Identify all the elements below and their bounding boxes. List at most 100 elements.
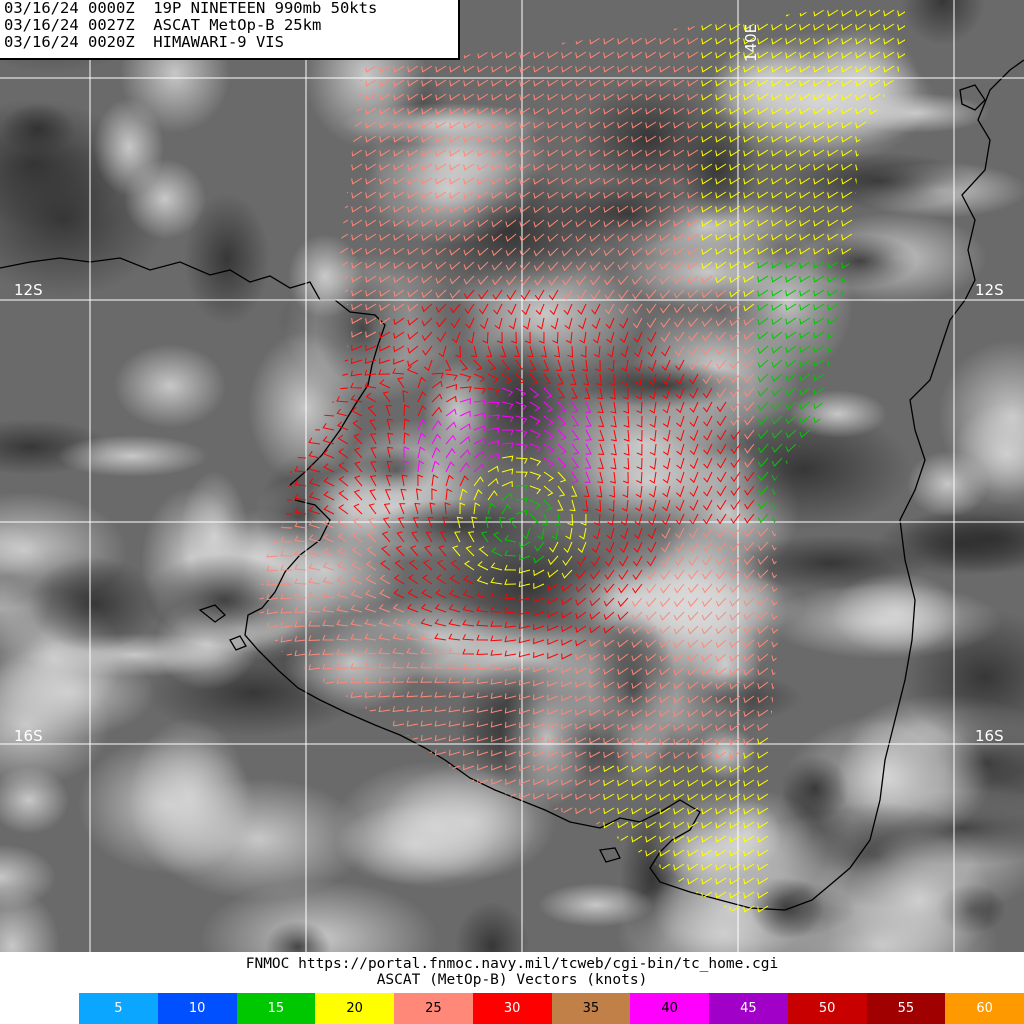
wind-barb (561, 93, 573, 101)
wind-barb (473, 373, 486, 383)
wind-barb (547, 205, 559, 214)
wind-barb (490, 635, 503, 642)
wind-barb (799, 289, 811, 297)
wind-barb (448, 633, 461, 641)
wind-barb (421, 65, 433, 73)
wind-barb (744, 485, 755, 496)
wind-barb (565, 527, 573, 540)
wind-barb (476, 678, 489, 685)
wind-barb (449, 261, 461, 270)
wind-barb (487, 401, 500, 408)
wind-barb (487, 490, 498, 501)
wind-barb (547, 191, 559, 199)
wind-barb (827, 65, 839, 73)
wind-barb (533, 722, 545, 729)
wind-barb (617, 653, 629, 662)
wind-barb (617, 37, 629, 45)
wind-barb (673, 261, 685, 270)
wind-barb (603, 51, 615, 59)
wind-barb (491, 79, 503, 87)
wind-barb (631, 639, 643, 648)
wind-barb (673, 653, 685, 662)
wind-barb (799, 121, 811, 129)
wind-barb (673, 303, 685, 314)
wind-barb (533, 638, 545, 645)
wind-barb (571, 429, 580, 441)
wind-barb (473, 359, 483, 371)
wind-barb (351, 261, 363, 269)
wind-barb (448, 648, 461, 655)
cloud-patch (711, 40, 823, 128)
wind-barb (505, 135, 517, 143)
wind-barb (476, 649, 489, 656)
wind-barb (623, 415, 630, 428)
wind-barb (623, 457, 630, 470)
wind-barb (407, 107, 419, 115)
wind-barb (477, 177, 489, 185)
wind-barb (827, 107, 839, 115)
wind-barb (841, 121, 853, 129)
wind-barb (387, 432, 394, 445)
wind-barb (662, 457, 671, 470)
wind-barb (403, 446, 410, 459)
wind-barb (689, 387, 699, 399)
wind-barb (743, 793, 755, 801)
wind-barb (674, 345, 685, 357)
wind-barb (610, 457, 617, 470)
wind-barb (595, 359, 601, 372)
wind-barb (883, 65, 895, 73)
wind-barb (619, 317, 629, 329)
wind-barb (603, 37, 615, 45)
wind-barb (603, 261, 615, 271)
wind-barb (715, 751, 727, 759)
wind-barb (557, 401, 566, 413)
cloud-patch (696, 408, 912, 530)
wind-barb (869, 93, 881, 101)
wind-barb (729, 597, 741, 607)
wind-barb (757, 177, 769, 185)
wind-barb (702, 513, 713, 525)
wind-barb (491, 778, 503, 785)
wind-barb (434, 618, 447, 627)
wind-barb (350, 633, 363, 641)
wind-barb (463, 191, 475, 199)
wind-barb (294, 563, 307, 571)
wind-barb (689, 471, 699, 484)
wind-barb (645, 275, 657, 285)
wind-barb (688, 331, 699, 342)
wind-barb (687, 821, 699, 829)
wind-barb (381, 545, 391, 557)
wind-barb (603, 765, 615, 773)
wind-barb (393, 107, 405, 115)
wind-barb (407, 275, 419, 284)
wind-barb (827, 233, 839, 241)
wind-barb (715, 149, 727, 157)
wind-barb (491, 107, 503, 115)
wind-barb (743, 275, 755, 283)
wind-barb (647, 345, 657, 357)
wind-barb (425, 531, 433, 543)
wind-barb (729, 373, 741, 384)
wind-barb (813, 303, 825, 311)
wind-barb (477, 561, 489, 571)
wind-barb (701, 625, 713, 635)
wind-barb (407, 359, 419, 367)
wind-barb (575, 191, 587, 199)
wind-barb (365, 331, 377, 338)
wind-barb (397, 517, 405, 529)
wind-barb (561, 625, 573, 633)
wind-barb (645, 667, 657, 676)
wind-barb (505, 121, 517, 129)
cloud-patch (129, 718, 249, 878)
lat-label-12s-left: 12S (14, 281, 43, 299)
wind-barb (757, 597, 769, 607)
wind-barb (645, 261, 657, 271)
wind-barb (827, 247, 839, 255)
wind-barb (508, 317, 517, 330)
wind-barb (743, 345, 755, 355)
wind-barb (855, 9, 867, 17)
wind-barb (448, 619, 461, 627)
wind-barb (598, 429, 605, 441)
wind-barb (687, 877, 699, 885)
wind-barb (757, 737, 769, 745)
